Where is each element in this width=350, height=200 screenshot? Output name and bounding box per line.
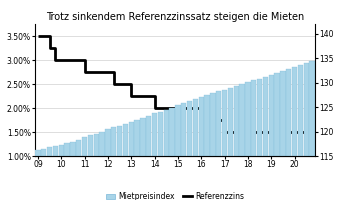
Bar xyxy=(117,126,122,156)
Bar xyxy=(175,105,181,156)
Bar xyxy=(35,150,41,156)
Bar xyxy=(140,118,146,156)
Bar xyxy=(280,71,286,156)
Bar xyxy=(53,146,58,156)
Bar xyxy=(123,124,128,156)
Bar xyxy=(257,79,262,156)
Bar xyxy=(129,122,134,156)
Bar xyxy=(59,145,64,156)
Bar xyxy=(210,93,216,156)
Bar xyxy=(64,143,70,156)
Bar xyxy=(76,140,81,156)
Bar xyxy=(99,132,105,156)
Bar xyxy=(169,108,175,156)
Bar xyxy=(164,110,169,156)
Bar xyxy=(70,142,76,156)
Bar xyxy=(269,75,274,156)
Bar xyxy=(245,82,251,156)
Bar xyxy=(228,88,233,156)
Bar xyxy=(222,90,227,156)
Bar xyxy=(187,101,192,156)
Bar xyxy=(298,65,303,156)
Bar xyxy=(181,103,186,156)
Bar xyxy=(105,129,111,156)
Bar xyxy=(134,120,140,156)
Bar xyxy=(286,69,291,156)
Bar xyxy=(193,99,198,156)
Bar xyxy=(263,77,268,156)
Bar xyxy=(216,91,221,156)
Bar xyxy=(199,97,204,156)
Bar xyxy=(251,80,256,156)
Bar xyxy=(146,116,151,156)
Bar xyxy=(88,135,93,156)
Title: Trotz sinkendem Referenzzinssatz steigen die Mieten: Trotz sinkendem Referenzzinssatz steigen… xyxy=(46,12,304,22)
Bar xyxy=(111,127,116,156)
Bar xyxy=(309,61,315,156)
Bar xyxy=(41,149,46,156)
Bar xyxy=(239,84,245,156)
Legend: Mietpreisindex, Referenzzins: Mietpreisindex, Referenzzins xyxy=(103,189,247,200)
Bar xyxy=(47,147,52,156)
Bar xyxy=(204,95,210,156)
Bar xyxy=(274,73,280,156)
Bar xyxy=(152,113,157,156)
Bar xyxy=(82,137,87,156)
Bar xyxy=(292,67,297,156)
Bar xyxy=(304,63,309,156)
Bar xyxy=(158,112,163,156)
Bar xyxy=(233,86,239,156)
Bar xyxy=(94,134,99,156)
